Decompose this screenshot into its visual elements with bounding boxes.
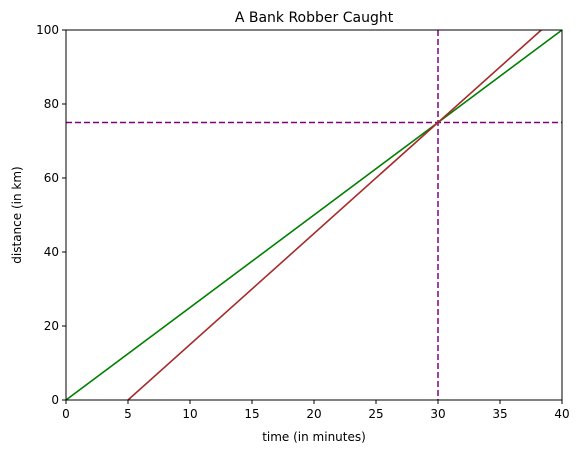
x-tick-label: 20 <box>306 407 321 421</box>
x-tick-label: 30 <box>430 407 445 421</box>
x-axis-label: time (in minutes) <box>262 430 366 444</box>
y-tick-label: 100 <box>36 23 59 37</box>
x-tick-label: 40 <box>554 407 569 421</box>
plot-lines <box>65 29 563 401</box>
x-tick-label: 35 <box>492 407 507 421</box>
series-line-1 <box>65 29 563 401</box>
y-tick-label: 40 <box>44 245 59 259</box>
x-tick-label: 15 <box>244 407 259 421</box>
x-axis-ticks: 0 5 10 15 20 25 30 35 40 <box>62 400 570 421</box>
series-line-2 <box>127 29 542 401</box>
x-tick-label: 25 <box>368 407 383 421</box>
x-tick-label: 10 <box>182 407 197 421</box>
chart-title: A Bank Robber Caught <box>235 10 394 26</box>
plot-frame <box>65 29 563 401</box>
y-tick-label: 0 <box>51 393 59 407</box>
x-tick-label: 0 <box>62 407 70 421</box>
y-tick-label: 60 <box>44 171 59 185</box>
y-tick-label: 80 <box>44 97 59 111</box>
y-tick-label: 20 <box>44 319 59 333</box>
y-axis-label: distance (in km) <box>10 166 24 263</box>
y-axis-ticks: 0 20 40 60 80 100 <box>36 23 66 407</box>
x-tick-label: 5 <box>124 407 132 421</box>
